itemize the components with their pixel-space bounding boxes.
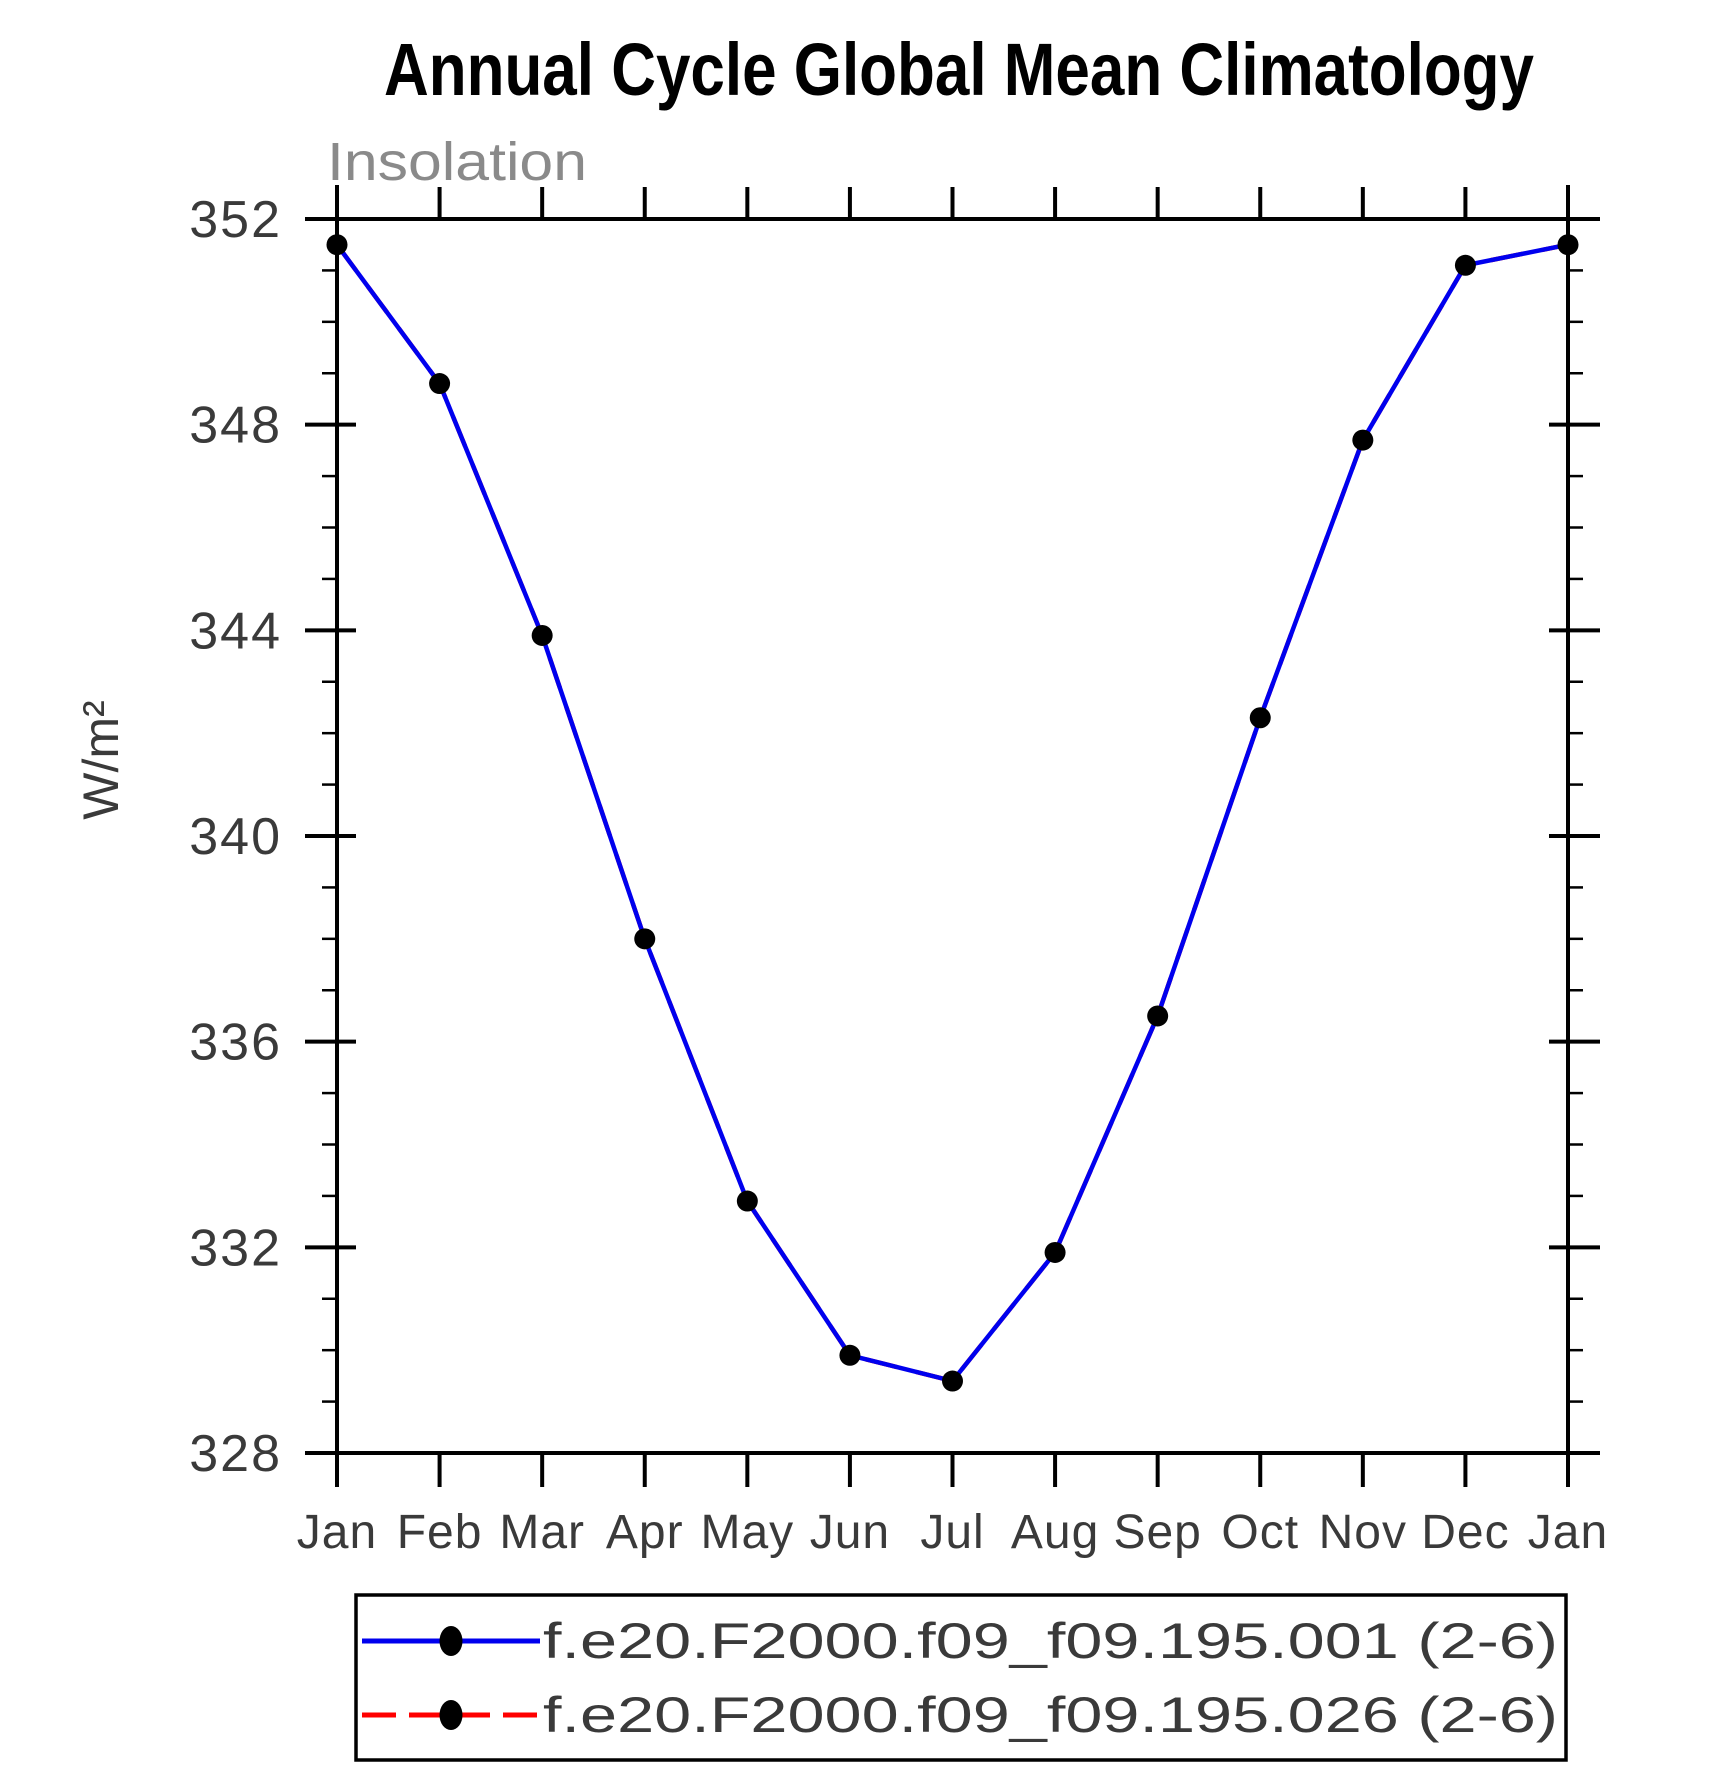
x-tick-label: May xyxy=(700,1506,794,1559)
data-point-marker xyxy=(942,1370,963,1392)
series-line-dashed xyxy=(335,242,1569,1384)
plot-subtitle: Insolation xyxy=(327,132,587,192)
data-point-marker xyxy=(634,928,656,950)
data-point-marker xyxy=(1557,234,1579,256)
y-axis-label: W/m² xyxy=(73,700,129,819)
data-point-marker xyxy=(736,1190,758,1212)
data-point-marker xyxy=(839,1344,861,1366)
legend-swatch-marker xyxy=(439,1626,463,1656)
y-tick-label: 340 xyxy=(189,808,282,866)
x-tick-label: Jul xyxy=(920,1506,984,1559)
plot-axes: 352 348 344 340 336 332 328 Jan Feb Mar Apr May Jun J… xyxy=(189,185,1608,1559)
y-tick-label: 332 xyxy=(189,1219,282,1277)
x-tick-label: Sep xyxy=(1113,1506,1201,1559)
y-tick-label: 336 xyxy=(189,1014,282,1072)
legend-box xyxy=(354,1593,1568,1762)
data-point-marker xyxy=(1454,254,1476,276)
data-point-marker xyxy=(1147,1005,1169,1027)
legend-label: f.e20.F2000.f09_f09.195.001 (2-6) xyxy=(543,1613,1558,1669)
data-point-marker xyxy=(1044,1241,1066,1263)
x-tick-label: Apr xyxy=(606,1506,684,1559)
legend-label: f.e20.F2000.f09_f09.195.026 (2-6) xyxy=(543,1687,1558,1743)
data-point-marker xyxy=(531,624,553,646)
x-tick-label: Aug xyxy=(1011,1506,1099,1559)
legend-item: f.e20.F2000.f09_f09.195.001 (2-6) xyxy=(362,1613,1558,1669)
x-tick-label: Jun xyxy=(810,1506,890,1559)
data-series-layer xyxy=(326,234,1579,1392)
data-point-marker xyxy=(1352,429,1374,451)
x-tick-label: Jan xyxy=(1528,1506,1608,1559)
y-tick-label: 348 xyxy=(189,397,282,455)
x-tick-label: Feb xyxy=(397,1506,483,1559)
y-tick-label: 344 xyxy=(189,602,282,660)
chart-title: Annual Cycle Global Mean Climatology xyxy=(384,28,1534,111)
x-tick-label: Oct xyxy=(1221,1506,1299,1559)
x-tick-label: Dec xyxy=(1421,1506,1509,1559)
data-point-marker xyxy=(326,234,348,256)
y-tick-label: 328 xyxy=(189,1425,282,1483)
legend: f.e20.F2000.f09_f09.195.001 (2-6) f.e20.F… xyxy=(354,1593,1568,1762)
legend-item: f.e20.F2000.f09_f09.195.026 (2-6) xyxy=(362,1687,1558,1743)
x-tick-label: Nov xyxy=(1319,1506,1407,1559)
x-tick-label: Jan xyxy=(297,1506,377,1559)
series-line-solid xyxy=(335,242,1569,1384)
legend-swatch-marker xyxy=(439,1700,463,1730)
data-point-marker xyxy=(429,373,451,395)
y-tick-label: 352 xyxy=(189,191,282,249)
data-point-marker xyxy=(1249,707,1271,729)
x-tick-label: Mar xyxy=(499,1506,585,1559)
